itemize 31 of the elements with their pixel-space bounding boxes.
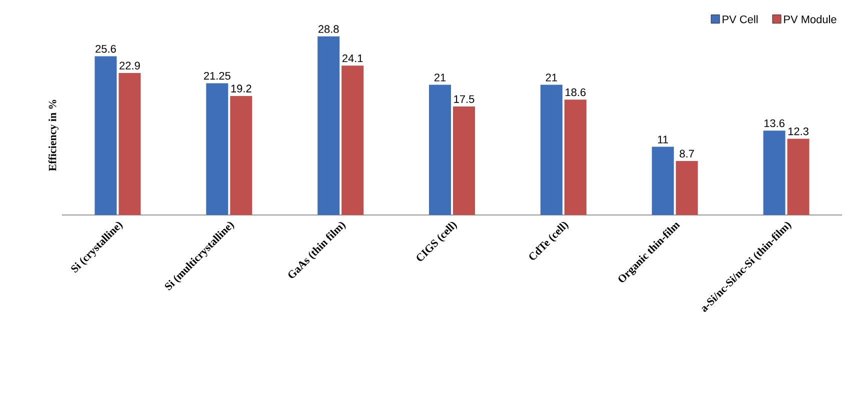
data-label: 25.6 (96, 45, 116, 53)
data-label: 28.8 (318, 25, 339, 33)
bar (342, 66, 364, 215)
data-label: 21 (434, 74, 446, 82)
data-label: 21 (546, 74, 557, 82)
bar (763, 130, 786, 215)
data-label: 24.1 (342, 54, 363, 62)
data-label: 18.6 (566, 88, 586, 96)
bar (787, 138, 810, 215)
bar (230, 96, 252, 215)
bar (429, 84, 452, 215)
bar (540, 84, 562, 215)
data-label: 13.6 (764, 119, 784, 128)
data-label: 8.7 (680, 150, 694, 158)
data-label: 21.25 (204, 72, 230, 80)
bar (652, 146, 674, 215)
legend-label: PV Cell (722, 15, 758, 24)
bar (676, 161, 698, 215)
legend-label: PV Module (784, 15, 836, 24)
data-label: 22.9 (120, 62, 140, 70)
bar (564, 100, 586, 215)
data-label: 17.5 (454, 95, 474, 103)
bar (94, 56, 117, 215)
bar (206, 83, 228, 215)
bar (318, 36, 340, 215)
data-label: 19.2 (231, 84, 252, 92)
data-label: 11 (658, 136, 668, 144)
bar (118, 73, 141, 215)
bar (453, 106, 475, 215)
data-label: 12.3 (788, 127, 808, 136)
y-axis-title: Efficiency in % (48, 100, 58, 172)
